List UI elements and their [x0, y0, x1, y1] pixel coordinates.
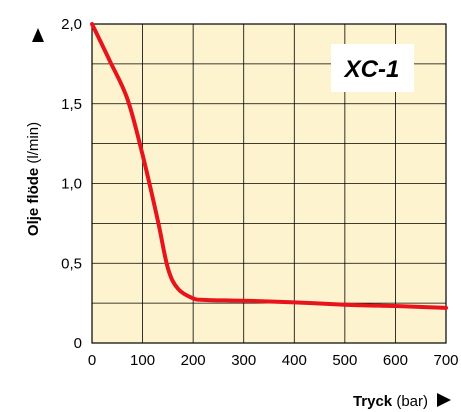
x-axis-title-bold: Tryck: [353, 393, 393, 410]
badge-label: XC-1: [343, 56, 400, 83]
y-axis-title-bold: Olje flöde: [25, 168, 42, 236]
x-tick-label: 200: [181, 352, 206, 369]
x-axis-title: Tryck (bar): [353, 393, 451, 410]
svg-text:Tryck (bar): Tryck (bar): [353, 393, 428, 410]
x-tick-label: 0: [88, 352, 96, 369]
y-axis-title-unit: (l/min): [25, 122, 42, 164]
series-line: [90, 22, 448, 310]
y-tick-label: 1,5: [61, 96, 82, 113]
y-axis-title: Olje flöde (l/min): [25, 28, 44, 236]
y-tick-label: 0: [74, 335, 82, 352]
badge-box: [331, 44, 414, 92]
x-tick-labels: 0 100 200 300 400 500 600 700: [88, 352, 459, 369]
x-tick-label: 100: [130, 352, 155, 369]
x-tick-label: 300: [231, 352, 256, 369]
x-tick-label: 600: [383, 352, 408, 369]
svg-text:Olje flöde (l/min): Olje flöde (l/min): [25, 122, 42, 236]
y-tick-label: 0,5: [61, 255, 82, 272]
x-tick-label: 400: [282, 352, 307, 369]
x-axis-title-unit: (bar): [396, 393, 428, 410]
x-tick-label: 500: [332, 352, 357, 369]
plot-border: [91, 23, 447, 344]
y-tick-label: 2,0: [61, 16, 82, 33]
y-tick-labels: 0 0,5 1,0 1,5 2,0: [61, 16, 82, 352]
x-axis-arrow-icon: [437, 393, 451, 407]
x-tick-label: 700: [433, 352, 458, 369]
badge: XC-1: [331, 44, 414, 92]
y-axis-arrow-icon: [32, 28, 44, 42]
y-tick-label: 1,0: [61, 176, 82, 193]
